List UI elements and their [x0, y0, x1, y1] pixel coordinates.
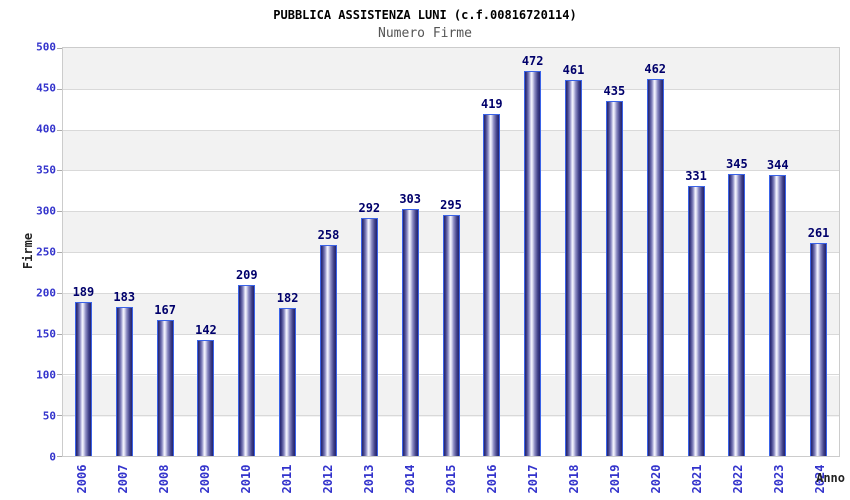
bar-value-label-2014: 303 — [399, 191, 421, 206]
x-tick-label-2015: 2015 — [444, 464, 458, 494]
bar-2006 — [74, 301, 92, 456]
x-tick-label-2009: 2009 — [198, 464, 213, 494]
y-tick-label-450: 450 — [36, 81, 56, 95]
y-tick-label-350: 350 — [36, 163, 56, 177]
x-tick-label-2017: 2017 — [525, 464, 540, 494]
y-tick-mark-200 — [57, 292, 62, 294]
gridline-300 — [63, 211, 839, 213]
bar-value-label-2020: 462 — [644, 62, 667, 77]
chart-subtitle: Numero Firme — [378, 26, 472, 41]
bar-value-label-2017: 472 — [521, 53, 544, 68]
bar-2014 — [401, 208, 419, 456]
chart-title: PUBBLICA ASSISTENZA LUNI (c.f.0081672011… — [273, 8, 577, 22]
x-tick-label-2020: 2020 — [648, 464, 663, 494]
x-tick-label-2010: 2010 — [239, 464, 254, 494]
x-tick-label-2011: 2011 — [280, 464, 295, 494]
y-tick-label-250: 250 — [36, 245, 56, 259]
bar-value-label-2009: 142 — [195, 323, 217, 338]
bar-value-label-2006: 189 — [72, 284, 95, 299]
y-tick-label-50: 50 — [42, 409, 56, 423]
bar-2009 — [197, 340, 215, 456]
bar-2012 — [319, 245, 337, 456]
bar-value-label-2010: 209 — [235, 268, 258, 283]
y-tick-mark-500 — [57, 48, 62, 49]
y-tick-mark-0 — [57, 456, 62, 457]
bar-2016 — [483, 114, 501, 456]
y-axis-labels: 0 50 100 150 200 250 300 350 400 450 500 — [0, 41, 56, 464]
gridline-400 — [63, 129, 839, 131]
x-tick-label-2023: 2023 — [771, 464, 786, 494]
y-tick-mark-50 — [57, 415, 62, 417]
y-tick-mark-250 — [57, 252, 62, 253]
bar-value-label-2024: 261 — [807, 226, 830, 241]
y-tick-label-0: 0 — [49, 450, 56, 464]
x-tick-label-2014: 2014 — [403, 464, 418, 494]
bar-value-label-2015: 295 — [440, 198, 462, 213]
x-tick-label-2018: 2018 — [566, 464, 581, 494]
bar-value-label-2023: 344 — [766, 158, 789, 173]
bar-value-label-2011: 182 — [276, 290, 299, 305]
x-tick-label-2013: 2013 — [362, 464, 377, 494]
bar-2010 — [238, 285, 256, 456]
bar-value-label-2016: 419 — [480, 97, 503, 112]
bar-value-label-2013: 292 — [358, 200, 381, 215]
bar-2024 — [810, 243, 828, 456]
x-tick-label-2006: 2006 — [75, 464, 90, 494]
bar-value-label-2012: 258 — [317, 228, 340, 243]
y-tick-mark-400 — [57, 129, 62, 131]
y-axis-title: Firme — [21, 232, 35, 270]
x-tick-label-2019: 2019 — [607, 464, 622, 494]
bar-value-label-2007: 183 — [113, 289, 136, 304]
gridline-450 — [63, 88, 839, 90]
bar-2007 — [115, 306, 133, 456]
y-tick-label-500: 500 — [36, 40, 56, 54]
y-tick-mark-450 — [57, 88, 62, 90]
bar-2023 — [769, 175, 787, 456]
x-tick-label-2016: 2016 — [484, 464, 499, 494]
bar-2017 — [524, 70, 542, 456]
bar-value-label-2019: 435 — [603, 84, 626, 99]
bar-value-label-2021: 331 — [685, 168, 707, 183]
bar-2015 — [442, 215, 460, 456]
bar-2020 — [646, 79, 664, 456]
y-tick-label-150: 150 — [36, 327, 56, 341]
bar-value-label-2008: 167 — [154, 302, 176, 317]
y-tick-label-100: 100 — [36, 368, 56, 382]
bar-2013 — [360, 217, 378, 456]
x-tick-label-2022: 2022 — [730, 464, 745, 494]
bar-value-label-2022: 345 — [726, 157, 748, 172]
x-tick-label-2021: 2021 — [689, 464, 704, 494]
bar-2019 — [605, 101, 623, 456]
y-tick-label-200: 200 — [36, 286, 56, 300]
gridline-350 — [63, 170, 839, 172]
x-tick-label-2008: 2008 — [157, 464, 172, 494]
x-axis-title: Anno — [816, 471, 845, 485]
y-tick-mark-350 — [57, 170, 62, 172]
x-axis-labels: 2006 2007 2008 2009 2010 2011 2012 2013 2014 2015… — [62, 458, 840, 500]
y-tick-mark-300 — [57, 211, 62, 213]
plot-area: 189 183 167 142 209 182 258 292 303 295 419 472 461 4… — [57, 47, 840, 457]
bar-2008 — [156, 319, 174, 456]
y-tick-label-400: 400 — [36, 122, 56, 136]
y-tick-label-300: 300 — [36, 204, 56, 218]
bar-2022 — [728, 174, 746, 456]
y-tick-mark-150 — [57, 333, 62, 335]
bar-value-label-2018: 461 — [562, 62, 585, 77]
x-tick-label-2007: 2007 — [116, 464, 131, 494]
bar-2011 — [279, 307, 297, 456]
bar-2018 — [565, 79, 583, 456]
x-tick-label-2012: 2012 — [321, 464, 336, 494]
y-tick-mark-100 — [57, 374, 62, 376]
bar-2021 — [687, 185, 705, 456]
